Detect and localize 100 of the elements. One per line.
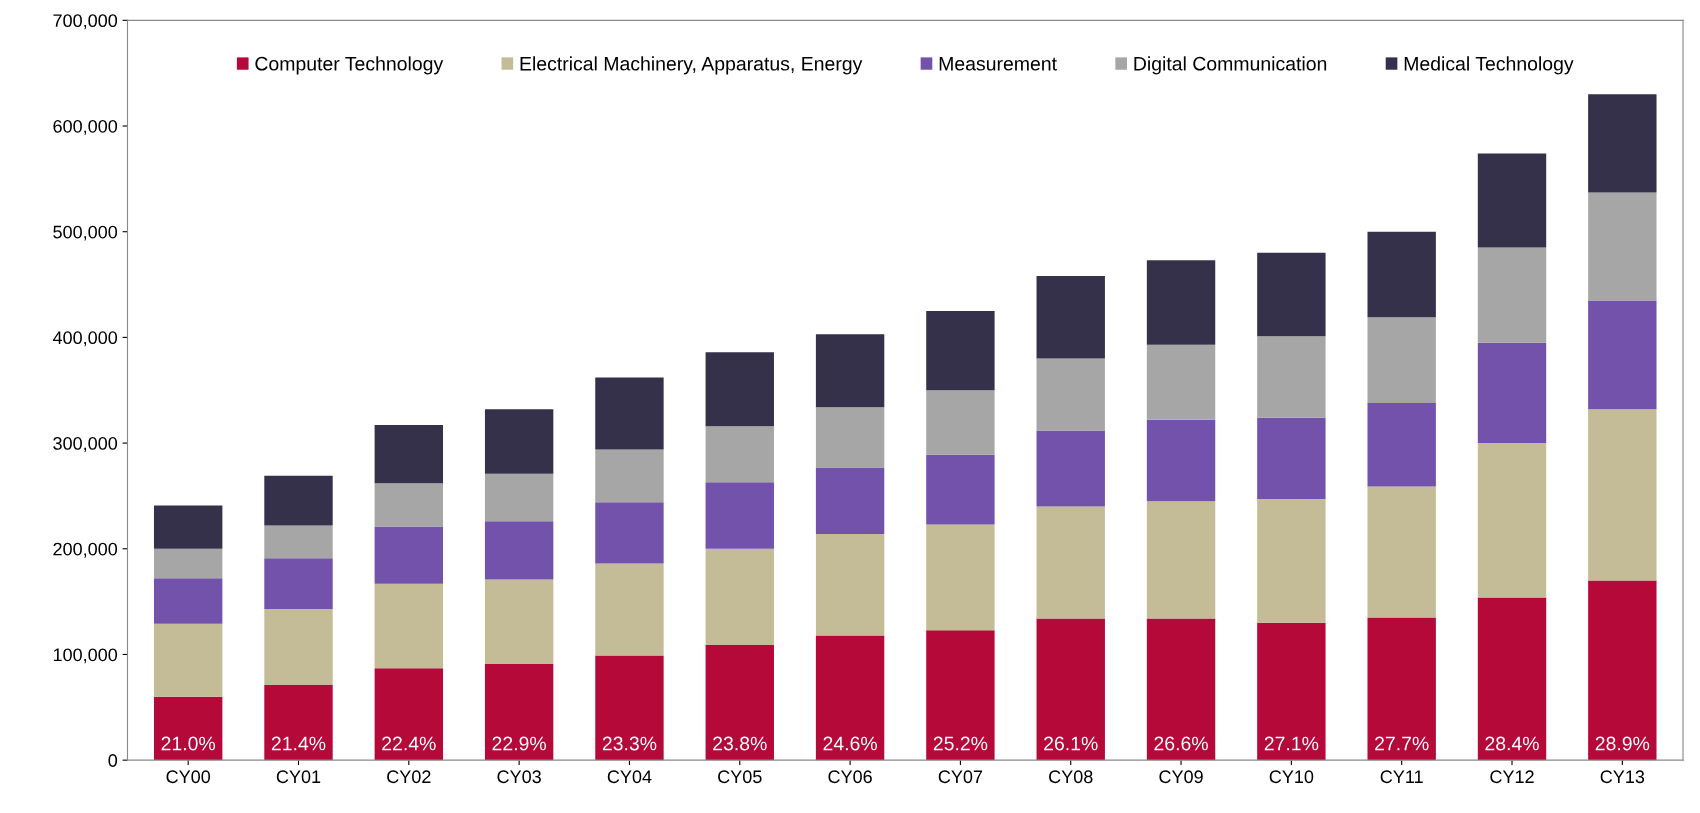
bar — [484, 521, 554, 580]
bar — [1367, 486, 1436, 618]
bar — [1036, 276, 1105, 359]
bar — [484, 409, 554, 474]
legend-label: Measurement — [939, 57, 1057, 71]
bar — [926, 310, 995, 391]
annotation: 23.8% — [713, 736, 767, 751]
bar — [1257, 417, 1326, 500]
bar — [705, 352, 774, 427]
legend-label: Computer Technology — [255, 56, 444, 75]
bar — [1146, 501, 1216, 619]
bar — [1146, 260, 1216, 345]
x-tick-label: CY02 — [387, 770, 431, 784]
bar — [1588, 580, 1657, 761]
bar — [1477, 153, 1547, 248]
bar — [1477, 247, 1547, 343]
bar — [374, 483, 444, 527]
bar — [705, 482, 774, 549]
legend-label: Medical Technology — [1404, 56, 1574, 75]
annotation: 23.3% — [602, 736, 657, 751]
annotation: 26.1% — [1044, 736, 1098, 751]
annotation: 26.6% — [1154, 736, 1208, 751]
bar — [595, 449, 664, 503]
y-tick-label: 0 — [108, 754, 118, 767]
bar — [1036, 358, 1105, 431]
bar — [153, 623, 223, 697]
bar — [1588, 94, 1657, 193]
legend-label: Electrical Machinery, Apparatus, Energy — [520, 56, 863, 75]
bar — [264, 525, 333, 559]
x-tick-label: CY01 — [276, 770, 321, 784]
y-tick-label: 400,000 — [52, 331, 118, 347]
bar — [705, 426, 774, 483]
bar — [705, 644, 774, 761]
x-tick-label: CY06 — [828, 770, 872, 784]
x-tick-label: CY13 — [1600, 770, 1645, 784]
x-tick-label: CY07 — [938, 770, 983, 784]
y-tick-label: 700,000 — [53, 14, 118, 30]
bar — [1477, 342, 1547, 444]
bar — [595, 502, 664, 564]
annotation: 27.1% — [1264, 736, 1319, 751]
y-tick-label: 500,000 — [53, 225, 118, 241]
y-tick-label: 200,000 — [53, 542, 118, 558]
bar — [926, 390, 995, 455]
bar — [815, 407, 885, 468]
bar — [1257, 336, 1326, 418]
bar — [1367, 317, 1436, 403]
bar — [815, 533, 885, 636]
bar — [815, 635, 885, 761]
bar — [264, 685, 333, 761]
bar — [1036, 618, 1105, 761]
bar — [153, 696, 223, 761]
annotation: 21.0% — [161, 736, 216, 751]
bar — [1146, 618, 1216, 761]
y-tick-label: 100,000 — [53, 648, 118, 664]
bar — [815, 467, 885, 534]
x-tick-label: CY05 — [718, 770, 762, 784]
annotation: 28.9% — [1595, 736, 1650, 751]
bar — [153, 548, 223, 579]
bar — [484, 663, 554, 761]
annotation: 22.4% — [382, 736, 436, 751]
bar — [1367, 231, 1436, 318]
bar — [595, 655, 664, 761]
x-tick-label: CY11 — [1380, 770, 1423, 784]
legend-label: Digital Communication — [1134, 56, 1327, 75]
x-tick-label: CY12 — [1490, 770, 1534, 784]
bar — [1257, 499, 1326, 623]
bar — [264, 558, 333, 610]
annotation: 22.9% — [492, 736, 547, 751]
bar — [1477, 443, 1547, 598]
bar — [1036, 506, 1105, 619]
bar — [264, 609, 333, 686]
bar — [815, 334, 885, 408]
bar — [595, 377, 664, 450]
x-tick-label: CY04 — [607, 770, 652, 784]
annotation: 24.6% — [823, 736, 877, 751]
annotation: 25.2% — [933, 736, 988, 751]
bar — [153, 578, 223, 624]
bar — [484, 579, 554, 664]
annotation: 27.7% — [1375, 736, 1429, 751]
bar — [1588, 300, 1657, 410]
bar — [1036, 430, 1105, 507]
bar — [374, 668, 444, 761]
y-tick-label: 600,000 — [53, 119, 118, 135]
bar — [1146, 344, 1216, 420]
bar — [1367, 402, 1436, 487]
bar — [374, 425, 444, 484]
bar — [374, 526, 444, 584]
x-tick-label: CY09 — [1159, 770, 1203, 784]
bar — [374, 583, 444, 669]
bar — [926, 454, 995, 525]
x-tick-label: CY08 — [1049, 770, 1093, 784]
bar — [705, 548, 774, 645]
annotation: 28.4% — [1485, 736, 1539, 751]
x-tick-label: CY03 — [497, 770, 541, 784]
bar — [1257, 622, 1326, 761]
x-tick-label: CY00 — [166, 770, 211, 784]
x-tick-label: CY10 — [1269, 770, 1314, 784]
bar — [1588, 192, 1657, 301]
bar — [484, 473, 554, 522]
bar — [595, 563, 664, 656]
